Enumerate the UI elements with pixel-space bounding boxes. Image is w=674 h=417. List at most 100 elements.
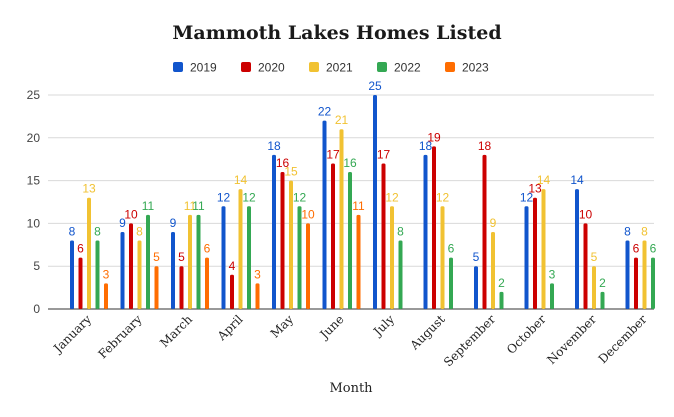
bar-2020-december	[634, 257, 638, 309]
bar-2022-october	[550, 283, 554, 309]
data-label-2022-september: 2	[498, 276, 505, 290]
bar-2019-august	[423, 154, 428, 309]
x-tick-label-september: September	[441, 312, 498, 369]
bar-2019-november	[575, 189, 579, 309]
x-tick-label-january: January	[50, 312, 95, 357]
bar-2021-may	[289, 180, 293, 309]
bar-2022-june	[348, 172, 352, 309]
bar-2019-january	[70, 240, 74, 309]
legend-label-2020: 2020	[258, 61, 285, 75]
x-tick-label-march: March	[157, 312, 195, 350]
chart-title: Mammoth Lakes Homes Listed	[172, 22, 501, 44]
legend-label-2023: 2023	[462, 61, 489, 75]
bar-2020-march	[179, 266, 184, 309]
bar-2021-august	[440, 206, 445, 309]
bar-2023-february	[154, 266, 159, 309]
data-label-2020-march: 5	[178, 250, 185, 264]
data-label-2019-may: 18	[267, 139, 281, 153]
data-labels: 8613839108115951111612414123181615121022…	[69, 79, 657, 290]
data-label-2023-march: 6	[204, 242, 211, 256]
data-label-2020-april: 4	[229, 259, 236, 273]
x-tick-label-august: August	[407, 312, 448, 353]
data-label-2022-april: 12	[242, 190, 256, 204]
bar-2021-november	[592, 266, 596, 309]
bar-2021-march	[188, 214, 192, 309]
data-label-2022-january: 8	[94, 225, 101, 239]
bar-2021-february	[137, 240, 142, 309]
x-axis-categories: January February March April May June July Augu…	[50, 312, 650, 369]
bar-2022-january	[95, 240, 100, 309]
bar-2020-may	[280, 172, 285, 309]
x-tick-label-april: April	[214, 312, 246, 344]
bar-2019-october	[524, 206, 529, 309]
bar-2023-june	[356, 214, 361, 309]
data-label-2021-october: 14	[537, 173, 551, 187]
data-label-2019-october: 12	[520, 190, 534, 204]
data-label-2023-june: 11	[352, 199, 365, 213]
data-label-2021-may: 15	[284, 165, 298, 179]
data-label-2022-march: 11	[192, 199, 205, 213]
data-label-2019-february: 9	[119, 216, 126, 230]
y-tick-label: 5	[33, 259, 40, 273]
data-label-2021-june: 21	[335, 113, 349, 127]
y-tick-label: 25	[27, 88, 41, 102]
data-label-2022-december: 6	[650, 242, 657, 256]
bar-2019-april	[221, 206, 226, 309]
data-label-2020-december: 6	[633, 242, 640, 256]
data-label-2020-october: 13	[528, 182, 542, 196]
x-tick-label-june: June	[316, 312, 347, 343]
y-tick-label: 0	[33, 302, 40, 316]
bar-2021-january	[87, 197, 91, 309]
legend-swatch-2020	[241, 62, 251, 72]
legend-label-2021: 2021	[326, 61, 353, 75]
bar-2019-june	[322, 120, 327, 310]
x-tick-label-july: July	[369, 312, 397, 340]
bar-2019-february	[120, 231, 125, 309]
data-label-2020-july: 17	[377, 147, 391, 161]
data-label-2021-july: 12	[385, 190, 399, 204]
data-label-2021-november: 5	[591, 250, 598, 264]
data-label-2022-november: 2	[599, 276, 606, 290]
data-label-2021-february: 8	[136, 225, 143, 239]
data-label-2021-september: 9	[490, 216, 497, 230]
legend-swatch-2022	[377, 62, 387, 72]
bar-2020-august	[432, 146, 436, 309]
y-axis-ticks: 0 5 10 15 20 25	[27, 88, 41, 316]
legend-swatch-2023	[445, 62, 455, 72]
data-label-2019-june: 22	[318, 105, 332, 119]
x-axis-title: Month	[329, 381, 373, 396]
data-label-2019-august: 18	[419, 139, 433, 153]
bar-2020-february	[129, 223, 133, 309]
bar-2022-march	[196, 214, 201, 309]
data-label-2020-february: 10	[124, 207, 138, 221]
data-label-2022-october: 3	[549, 267, 556, 281]
data-label-2020-january: 6	[77, 242, 84, 256]
bar-2021-october	[541, 189, 546, 309]
bar-2022-april	[247, 206, 251, 309]
bars	[70, 95, 655, 310]
legend-label-2022: 2022	[394, 61, 421, 75]
data-label-2022-may: 12	[293, 190, 307, 204]
bar-2019-march	[171, 231, 175, 309]
bar-2020-november	[583, 223, 588, 309]
bar-2021-july	[390, 206, 394, 309]
data-label-2022-june: 16	[343, 156, 357, 170]
x-tick-label-may: May	[268, 312, 297, 341]
bar-2020-april	[230, 274, 234, 309]
data-label-2019-april: 12	[217, 190, 231, 204]
bar-2022-august	[449, 257, 453, 309]
data-label-2021-august: 12	[436, 190, 450, 204]
bar-2022-december	[651, 257, 655, 309]
data-label-2023-may: 10	[301, 207, 315, 221]
data-label-2019-november: 14	[570, 173, 584, 187]
bar-2019-may	[272, 154, 276, 309]
y-tick-label: 20	[27, 131, 41, 145]
bar-2022-september	[499, 291, 504, 309]
data-label-2022-july: 8	[397, 225, 404, 239]
bar-2020-july	[381, 163, 386, 309]
data-label-2020-may: 16	[276, 156, 290, 170]
bar-2019-september	[474, 266, 478, 309]
y-tick-label: 10	[27, 216, 41, 230]
x-tick-label-december: December	[596, 312, 650, 366]
